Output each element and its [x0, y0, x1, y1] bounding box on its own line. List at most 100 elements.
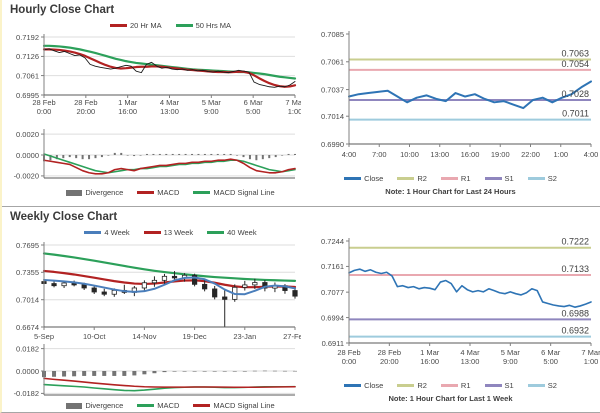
legend-item-close: Close — [344, 381, 383, 390]
candle-body — [171, 275, 178, 279]
series-20 Hr MA — [42, 48, 297, 88]
series-MACD-Signal — [43, 153, 296, 174]
legend-label: S2 — [547, 174, 557, 183]
divergence-bar — [88, 155, 91, 160]
weekly-macd-chart: 0.0182 0.0000 -0.0182 — [14, 344, 297, 398]
y-tick-label: 0.0000 — [16, 367, 39, 376]
y-tick-label: 0.7695 — [16, 241, 39, 250]
divergence-bar — [102, 371, 107, 376]
y-tick-label: 0.6911 — [322, 339, 344, 348]
candle-body — [111, 289, 117, 295]
legend-label: 20 Hr MA — [129, 21, 162, 30]
x-tick-label: 13:00 — [160, 107, 179, 116]
divergence-bar — [162, 371, 167, 373]
divergence-bar — [171, 153, 174, 155]
legend-item-s2: S2 — [527, 174, 557, 183]
divergence-bar — [242, 371, 247, 372]
legend-label: 13 Week — [163, 228, 194, 237]
y-tick-label: -0.0020 — [14, 172, 39, 181]
x-tick-label: 23-Jan — [233, 332, 256, 341]
divergence-bar — [68, 155, 71, 158]
divergence-bar — [120, 152, 123, 155]
x-tick-label: 1:00 — [553, 150, 568, 159]
x-tick-label: 1:00 — [584, 357, 599, 366]
series-40 Week — [42, 252, 297, 283]
x-tick-label: 0:00 — [342, 357, 357, 366]
divergence-bar — [142, 371, 147, 375]
legend-label: R2 — [417, 381, 427, 390]
candle-body — [212, 288, 218, 298]
divergence-bar — [272, 370, 277, 372]
legend-label: 4 Week — [104, 228, 130, 237]
divergence-bar — [92, 371, 97, 376]
legend-label: Close — [364, 174, 384, 183]
legend-item-macd: MACD — [137, 401, 179, 410]
series-Close — [348, 80, 592, 110]
divergence-bar — [293, 370, 297, 372]
candle-body — [161, 275, 168, 281]
divergence-bar — [252, 370, 257, 372]
hourly-close-chart-panel: Hourly Close Chart 20 Hr MA 50 Hrs MA 0.7… — [2, 0, 301, 206]
divergence-bar — [100, 155, 103, 158]
divergence-bar — [112, 371, 117, 376]
weekly-macd-legend: Divergence MACD MACD Signal Line — [2, 399, 301, 412]
divergence-bar — [152, 153, 155, 155]
y-tick-label: 0.7061 — [321, 58, 344, 67]
legend-label: R1 — [460, 174, 471, 183]
weekly-pivot-panel: 0.7222 0.7133 0.6988 0.6932 0.7244 0.7161 0.70… — [301, 207, 600, 412]
x-tick-label: 22:00 — [521, 150, 540, 159]
x-tick-label: 1 Mar — [118, 98, 138, 107]
candle-body — [222, 296, 228, 300]
legend-item-20-hr-ma: 20 Hr MA — [109, 21, 162, 30]
candle-body — [262, 282, 268, 289]
y-tick-label: 0.6994 — [321, 313, 344, 322]
x-tick-label: 7 Mar — [285, 98, 301, 107]
weekly-pivot-legend: Close R2 R1 S1 S2 — [301, 379, 600, 392]
divergence-bar — [242, 155, 245, 158]
legend-swatch — [66, 189, 83, 196]
series-Close — [348, 268, 592, 308]
y-tick-label: 0.7014 — [16, 295, 39, 304]
divergence-bar — [113, 152, 116, 155]
x-tick-label: 7 Mar — [581, 348, 600, 357]
divergence-bar — [165, 153, 168, 155]
weekly-row: Weekly Close Chart 4 Week 13 Week 40 Week … — [2, 206, 600, 412]
legend-swatch — [137, 191, 155, 194]
legend-swatch — [143, 231, 161, 234]
divergence-bar — [49, 155, 52, 161]
legend-item-divergence: Divergence — [66, 401, 123, 410]
series-MACD-Signal — [43, 377, 296, 389]
x-tick-label: 19:00 — [491, 150, 510, 159]
divergence-bar — [62, 155, 65, 159]
divergence-bar — [287, 153, 290, 155]
divergence-bar — [212, 371, 217, 372]
hourly-row: Hourly Close Chart 20 Hr MA 50 Hrs MA 0.7… — [2, 0, 600, 206]
y-tick-label: 0.0000 — [16, 151, 39, 160]
divergence-bar — [281, 155, 284, 156]
x-tick-label: 13:00 — [461, 357, 480, 366]
hourly-pivot-legend: Close R2 R1 S1 S2 — [301, 172, 600, 185]
divergence-bar — [55, 155, 58, 160]
legend-swatch — [344, 177, 362, 180]
x-tick-label: 4 Mar — [160, 98, 180, 107]
candle-body — [242, 284, 248, 288]
legend-label: S2 — [547, 381, 557, 390]
y-tick-label: 0.7037 — [321, 85, 344, 94]
legend-swatch — [175, 24, 193, 27]
x-tick-label: 28 Feb — [378, 348, 401, 357]
weekly-chart-title: Weekly Close Chart — [10, 211, 118, 223]
candle-body — [141, 282, 147, 289]
legend-label: R1 — [460, 381, 471, 390]
legend-swatch — [397, 177, 415, 180]
legend-label: S1 — [504, 174, 514, 183]
hourly-macd-chart: 0.0020 0.0000 -0.0020 — [14, 129, 296, 181]
divergence-bar — [192, 371, 197, 372]
legend-swatch — [193, 404, 211, 407]
legend-label: 50 Hrs MA — [195, 21, 232, 30]
candle-body — [191, 274, 198, 285]
x-tick-label: 14-Nov — [132, 332, 156, 341]
x-tick-label: 10-Oct — [83, 332, 106, 341]
divergence-bar — [82, 371, 87, 376]
legend-label: R2 — [417, 174, 427, 183]
